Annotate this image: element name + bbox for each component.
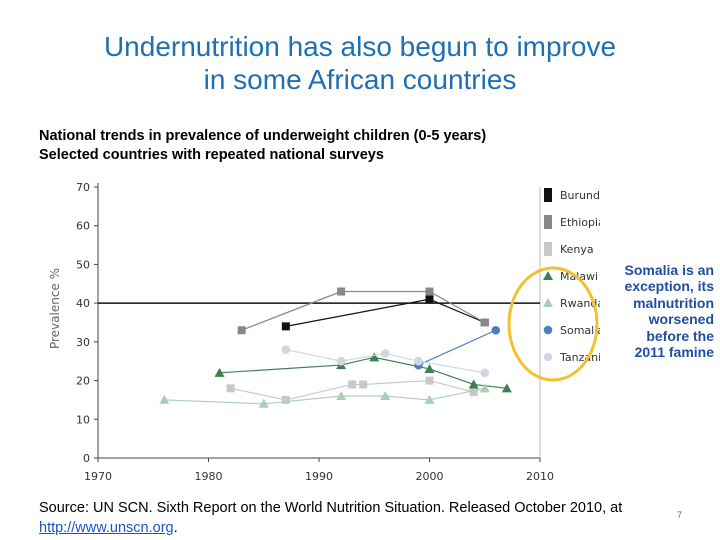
- point-kenya: [469, 388, 478, 397]
- slide-number: 7: [677, 510, 683, 520]
- point-malawi: [214, 367, 225, 377]
- point-tanzania: [480, 368, 490, 378]
- point-rwanda: [336, 391, 347, 401]
- y-tick-label: 50: [76, 258, 90, 271]
- x-tick-label: 1980: [195, 470, 223, 483]
- legend-label-ethiopia: Ethiopia: [560, 216, 600, 229]
- series-line-rwanda: [164, 387, 485, 405]
- series-line-kenya: [230, 379, 474, 401]
- legend-label-malawi: Malawi: [560, 270, 598, 283]
- point-burundi: [425, 295, 434, 304]
- legend-marker-ethiopia: [544, 215, 552, 229]
- point-rwanda: [424, 394, 435, 404]
- legend-label-somalia: Somalia: [560, 324, 600, 337]
- point-kenya: [226, 384, 235, 393]
- legend-marker-kenya: [544, 242, 552, 256]
- source-text: Source: UN SCN. Sixth Report on the Worl…: [39, 500, 623, 516]
- series-line-somalia: [418, 329, 497, 366]
- source-end: .: [173, 520, 178, 536]
- legend-marker-malawi: [543, 271, 553, 280]
- point-malawi: [501, 383, 512, 393]
- subtitle-line-1: National trends in prevalence of underwe…: [39, 128, 487, 144]
- highlight-ellipse: [507, 266, 599, 382]
- point-kenya: [359, 380, 368, 389]
- legend-label-burundi: Burundi: [560, 189, 600, 202]
- y-tick-label: 40: [76, 297, 90, 310]
- callout-line: malnutrition: [633, 294, 714, 311]
- series-line-malawi: [219, 356, 507, 389]
- title-line-2: in some African countries: [203, 64, 517, 95]
- point-malawi: [424, 363, 435, 373]
- point-rwanda: [380, 391, 391, 401]
- legend-marker-burundi: [544, 188, 552, 202]
- title-line-1: Undernutrition has also begun to improve: [103, 31, 617, 62]
- legend-marker-rwanda: [543, 298, 553, 307]
- chart-subtitle: National trends in prevalence of underwe…: [39, 127, 639, 165]
- source-link[interactable]: http://www.unscn.org: [39, 520, 174, 536]
- point-rwanda: [258, 398, 269, 408]
- point-tanzania: [414, 356, 423, 366]
- point-ethiopia: [425, 287, 434, 296]
- y-tick-label: 0: [83, 452, 90, 465]
- y-tick-label: 30: [76, 336, 90, 349]
- point-ethiopia: [337, 287, 346, 296]
- point-tanzania: [281, 345, 291, 354]
- y-axis-title: Prevalence %: [48, 268, 62, 349]
- point-rwanda: [479, 383, 490, 393]
- point-burundi: [281, 322, 290, 331]
- source-note: Source: UN SCN. Sixth Report on the Worl…: [39, 498, 679, 538]
- point-rwanda: [159, 394, 170, 404]
- slide-title: Undernutrition has also begun to improve…: [20, 30, 700, 96]
- x-tick-label: 2000: [416, 470, 444, 483]
- callout-line: Somalia is an: [624, 262, 714, 278]
- point-malawi: [369, 352, 380, 362]
- point-kenya: [348, 380, 357, 389]
- point-malawi: [468, 379, 479, 389]
- x-tick-label: 2010: [526, 470, 554, 483]
- y-tick-label: 20: [76, 375, 90, 388]
- callout-line: exception, its: [624, 278, 714, 295]
- legend-marker-somalia: [543, 325, 553, 335]
- y-tick-label: 70: [76, 181, 90, 194]
- point-ethiopia: [480, 318, 489, 327]
- subtitle-line-2: Selected countries with repeated nationa…: [39, 147, 384, 163]
- legend-label-rwanda: Rwanda: [560, 297, 600, 310]
- callout-line: 2011 famine: [634, 344, 714, 361]
- point-tanzania: [336, 356, 346, 366]
- legend-marker-tanzania: [543, 352, 553, 362]
- point-ethiopia: [237, 326, 246, 335]
- callout-line: before the: [646, 327, 714, 344]
- legend-label-tanzania: Tanzania: [559, 351, 600, 364]
- callout-line: worsened: [648, 311, 714, 328]
- legend-label-kenya: Kenya: [560, 243, 594, 256]
- point-kenya: [281, 395, 290, 404]
- y-tick-label: 10: [76, 413, 90, 426]
- underweight-line-chart: 0 10 20 30 40 50 60 70 1970 1980 1990 2000 2010 Preva…: [48, 181, 600, 483]
- y-tick-label: 60: [76, 220, 90, 233]
- point-tanzania: [381, 349, 390, 358]
- point-somalia: [491, 325, 501, 335]
- point-kenya: [425, 376, 434, 385]
- x-tick-label: 1990: [305, 470, 333, 483]
- somalia-callout: Somalia is an exception, its malnutritio…: [596, 262, 714, 360]
- series-line-ethiopia: [241, 290, 486, 331]
- x-tick-label: 1970: [84, 470, 112, 483]
